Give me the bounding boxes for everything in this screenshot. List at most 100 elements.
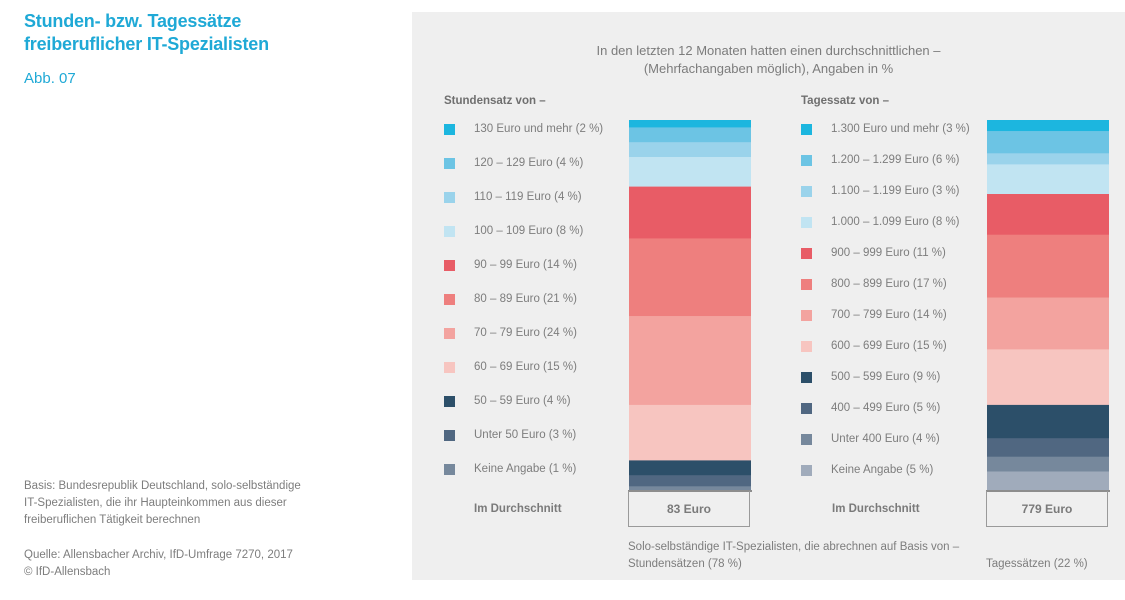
copyright-line: © IfD-Allensbach <box>24 566 111 578</box>
legend-item: 70 – 79 Euro (24 %) <box>444 323 577 343</box>
daily-rate-heading: Tagessatz von – <box>801 95 889 107</box>
legend-label: 1.300 Euro und mehr (3 %) <box>831 123 970 135</box>
legend-item: 100 – 109 Euro (8 %) <box>444 221 583 241</box>
legend-label: 110 – 119 Euro (4 %) <box>474 191 582 203</box>
legend-swatch <box>801 371 812 383</box>
bar-segment <box>629 238 751 317</box>
bar-segment <box>987 131 1109 154</box>
source-note: Quelle: Allensbacher Archiv, IfD-Umfrage… <box>24 547 344 581</box>
legend-item: 1.300 Euro und mehr (3 %) <box>801 119 970 139</box>
legend-label: Keine Angabe (5 %) <box>831 464 934 476</box>
source-line-1: Quelle: Allensbacher Archiv, IfD-Umfrage… <box>24 549 293 561</box>
bar-segment <box>629 460 751 476</box>
legend-label: 1.000 – 1.099 Euro (8 %) <box>831 216 960 228</box>
legend-swatch <box>801 154 812 166</box>
legend-item: 80 – 89 Euro (21 %) <box>444 289 577 309</box>
legend-swatch <box>801 278 812 290</box>
legend-swatch <box>444 293 455 305</box>
legend-item: 120 – 129 Euro (4 %) <box>444 153 583 173</box>
chart-title-line-2: (Mehrfachangaben möglich), Angaben in % <box>643 61 894 76</box>
bar-segment <box>629 157 751 187</box>
bar-segment <box>629 486 751 491</box>
legend-swatch <box>444 429 455 441</box>
legend-label: Unter 400 Euro (4 %) <box>831 433 940 445</box>
bar-segment <box>987 164 1109 195</box>
page-title: Stunden- bzw. Tagessätze freiberuflicher… <box>24 10 269 56</box>
daily-rate-stacked-bar <box>986 120 1110 492</box>
chart-title: In den letzten 12 Monaten hatten einen d… <box>412 42 1125 78</box>
legend-label: 120 – 129 Euro (4 %) <box>474 157 584 169</box>
legend-item: 110 – 119 Euro (4 %) <box>444 187 582 207</box>
bar-segment <box>629 120 751 128</box>
basis-footnote: Solo-selbständige IT-Spezialisten, die a… <box>628 539 959 573</box>
legend-swatch <box>444 327 455 339</box>
legend-swatch <box>801 123 812 135</box>
legend-item: 1.200 – 1.299 Euro (6 %) <box>801 150 960 170</box>
basis-line-3: freiberuflichen Tätigkeit berechnen <box>24 514 201 526</box>
bar-segment <box>987 404 1109 439</box>
legend-swatch <box>444 463 455 475</box>
legend-label: 100 – 109 Euro (8 %) <box>474 225 584 237</box>
bar-segment <box>629 404 751 461</box>
legend-item: 500 – 599 Euro (9 %) <box>801 367 940 387</box>
legend-label: 90 – 99 Euro (14 %) <box>474 259 577 271</box>
legend-label: 60 – 69 Euro (15 %) <box>474 361 577 373</box>
legend-item: Unter 400 Euro (4 %) <box>801 429 940 449</box>
bar-segment <box>987 120 1109 132</box>
bar-segment <box>629 475 751 487</box>
basis-line-1: Basis: Bundesrepublik Deutschland, solo-… <box>24 480 301 492</box>
hourly-basis-share: Stundensätzen (78 %) <box>628 558 742 570</box>
legend-label: 80 – 89 Euro (21 %) <box>474 293 577 305</box>
bar-segment <box>987 349 1109 406</box>
legend-swatch <box>801 309 812 321</box>
bar-segment <box>629 316 751 406</box>
chart-panel: In den letzten 12 Monaten hatten einen d… <box>412 12 1125 580</box>
legend-swatch <box>444 361 455 373</box>
legend-swatch <box>444 191 455 203</box>
legend-swatch <box>801 247 812 259</box>
legend-item: Unter 50 Euro (3 %) <box>444 425 576 445</box>
legend-label: Unter 50 Euro (3 %) <box>474 429 577 441</box>
legend-swatch <box>801 340 812 352</box>
bar-segment <box>987 456 1109 472</box>
legend-item: Keine Angabe (5 %) <box>801 460 933 480</box>
hourly-average-value: 83 Euro <box>628 491 750 527</box>
legend-swatch <box>801 216 812 228</box>
legend-swatch <box>444 225 455 237</box>
basis-line-2: IT-Spezialisten, die ihr Haupteinkommen … <box>24 497 287 509</box>
figure-number: Abb. 07 <box>24 70 76 87</box>
legend-item: 50 – 59 Euro (4 %) <box>444 391 571 411</box>
daily-average-label: Im Durchschnitt <box>832 503 920 515</box>
bar-segment <box>987 234 1109 298</box>
bar-segment <box>987 194 1109 235</box>
chart-title-line-1: In den letzten 12 Monaten hatten einen d… <box>596 43 941 58</box>
bar-segment <box>987 153 1109 165</box>
legend-label: 50 – 59 Euro (4 %) <box>474 395 571 407</box>
footnote-line-1: Solo-selbständige IT-Spezialisten, die a… <box>628 541 960 553</box>
legend-swatch <box>801 433 812 445</box>
legend-item: 400 – 499 Euro (5 %) <box>801 398 940 418</box>
legend-item: 800 – 899 Euro (17 %) <box>801 274 947 294</box>
legend-swatch <box>801 185 812 197</box>
legend-item: 900 – 999 Euro (11 %) <box>801 243 946 263</box>
legend-label: 400 – 499 Euro (5 %) <box>831 402 941 414</box>
hourly-rate-stacked-bar <box>628 120 752 492</box>
legend-label: 900 – 999 Euro (11 %) <box>831 247 946 259</box>
legend-swatch <box>444 259 455 271</box>
title-line-2: freiberuflicher IT-Spezialisten <box>24 34 269 54</box>
bar-segment <box>629 127 751 143</box>
legend-label: 500 – 599 Euro (9 %) <box>831 371 941 383</box>
hourly-average-label: Im Durchschnitt <box>474 503 562 515</box>
bar-segment <box>987 297 1109 350</box>
daily-average-value: 779 Euro <box>986 491 1108 527</box>
legend-label: 1.200 – 1.299 Euro (6 %) <box>831 154 960 166</box>
basis-note: Basis: Bundesrepublik Deutschland, solo-… <box>24 478 344 529</box>
legend-item: 60 – 69 Euro (15 %) <box>444 357 577 377</box>
daily-basis-share: Tagessätzen (22 %) <box>986 558 1088 570</box>
legend-label: 600 – 699 Euro (15 %) <box>831 340 947 352</box>
legend-item: 700 – 799 Euro (14 %) <box>801 305 947 325</box>
legend-item: 90 – 99 Euro (14 %) <box>444 255 577 275</box>
legend-swatch <box>444 157 455 169</box>
hourly-rate-heading: Stundensatz von – <box>444 95 546 107</box>
legend-swatch <box>444 395 455 407</box>
